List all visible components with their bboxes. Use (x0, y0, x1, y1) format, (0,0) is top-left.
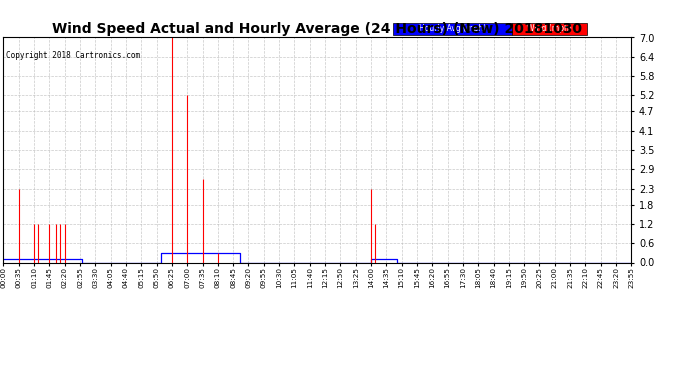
Text: Wind (mph): Wind (mph) (527, 24, 572, 33)
Title: Wind Speed Actual and Hourly Average (24 Hours) (New) 20181030: Wind Speed Actual and Hourly Average (24… (52, 22, 582, 36)
Text: Copyright 2018 Cartronics.com: Copyright 2018 Cartronics.com (6, 51, 139, 60)
FancyBboxPatch shape (512, 23, 587, 35)
FancyBboxPatch shape (393, 23, 512, 35)
Text: Hourly Avg (mph): Hourly Avg (mph) (419, 24, 486, 33)
